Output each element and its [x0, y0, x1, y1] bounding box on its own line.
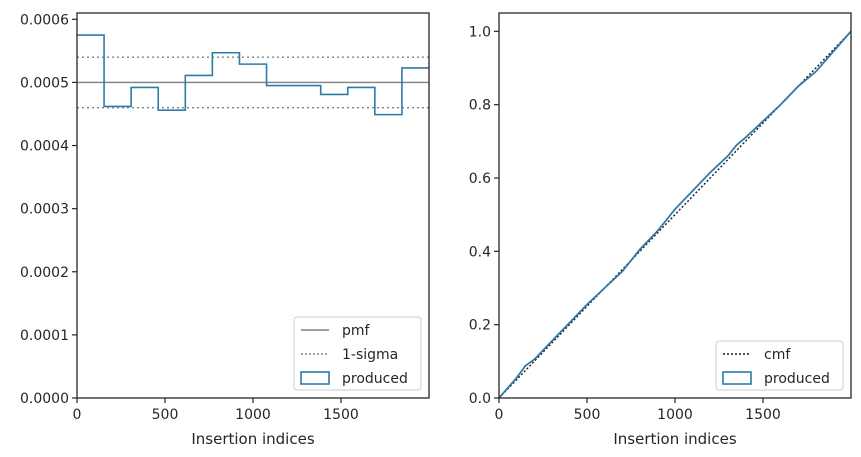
x-tick-label: 500: [152, 407, 179, 423]
legend-produced-swatch: [722, 371, 752, 385]
x-axis-label: Insertion indices: [613, 430, 736, 448]
y-tick-label: 0.0000: [20, 391, 69, 407]
x-tick-label: 0: [73, 407, 82, 423]
y-tick-label: 0.4: [469, 244, 491, 260]
legend-label: pmf: [342, 323, 371, 339]
legend-produced-swatch: [300, 371, 330, 385]
produced-step-line: [77, 34, 429, 116]
y-tick-label: 0.0002: [20, 265, 69, 281]
y-tick-label: 0.0006: [20, 12, 69, 28]
x-tick-label: 1000: [235, 407, 271, 423]
x-tick-label: 500: [574, 407, 601, 423]
y-tick-label: 0.8: [469, 98, 491, 114]
y-tick-label: 0.0004: [20, 139, 69, 155]
x-tick-label: 0: [495, 407, 504, 423]
x-tick-label: 1500: [323, 407, 359, 423]
y-tick-label: 0.0: [469, 391, 491, 407]
y-tick-label: 0.0001: [20, 328, 69, 344]
legend-label: cmf: [764, 347, 791, 363]
y-tick-label: 0.0003: [20, 202, 69, 218]
x-tick-label: 1500: [745, 407, 781, 423]
y-tick-label: 0.0005: [20, 75, 69, 91]
legend-label: 1-sigma: [342, 347, 398, 363]
cmf-line: [498, 30, 852, 399]
legend: pmf 1-sigma produced: [293, 316, 422, 391]
y-tick-label: 0.6: [469, 171, 491, 187]
x-tick-label: 1000: [657, 407, 693, 423]
y-tick-label: 1.0: [469, 24, 491, 40]
left-histogram-panel: 0 500 1000 1500 0.0000 0.0001 0.0002 0.0003 0.00…: [20, 12, 430, 448]
produced-cumulative-line: [498, 30, 852, 399]
legend-box: [715, 340, 844, 391]
y-tick-label: 0.2: [469, 318, 491, 334]
right-cumulative-panel: 0 500 1000 1500 0.0 0.2 0.4 0.6 0.8 1.0 Insertion …: [469, 12, 852, 448]
legend-label: produced: [764, 371, 830, 387]
x-axis-label: Insertion indices: [191, 430, 314, 448]
legend: cmf produced: [715, 340, 844, 391]
legend-label: produced: [342, 371, 408, 387]
